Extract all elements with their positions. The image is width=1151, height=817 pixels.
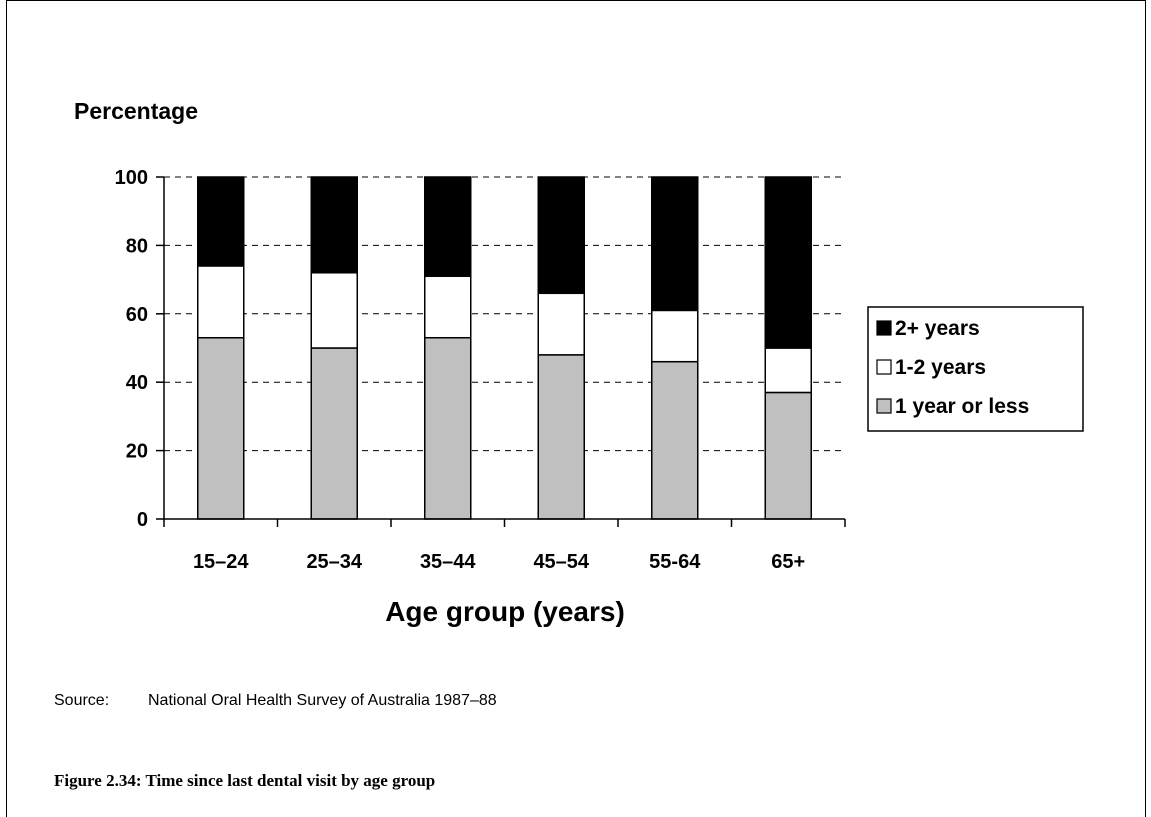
bar-segment	[310, 176, 358, 274]
y-axis-title: Percentage	[74, 98, 198, 124]
y-tick-label: 0	[137, 509, 148, 531]
bar-segment	[651, 176, 699, 312]
source-text: National Oral Health Survey of Australia…	[148, 692, 497, 709]
bar-segment	[651, 360, 699, 520]
bar-segment	[197, 265, 245, 339]
x-tick-label: 25–34	[306, 551, 362, 573]
bar-segment	[764, 347, 812, 394]
legend-box	[867, 306, 1084, 432]
figure-frame	[6, 0, 1146, 817]
y-tick-label: 40	[126, 372, 148, 394]
x-tick-label: 35–44	[420, 551, 476, 573]
legend-label: 2+ years	[895, 317, 980, 340]
figure-caption: Figure 2.34: Time since last dental visi…	[54, 771, 436, 790]
bar-segment	[310, 347, 358, 520]
bar-segment	[764, 391, 812, 520]
y-tick-label: 80	[126, 235, 148, 257]
bar-segment	[424, 275, 472, 339]
source-label: Source:	[54, 692, 110, 709]
y-tick-label: 20	[126, 441, 148, 463]
x-axis-title: Age group (years)	[385, 596, 625, 627]
bar-segment	[197, 176, 245, 267]
source-note: Source: National Oral Health Survey of Au…	[54, 692, 497, 710]
bar-segment	[424, 336, 472, 520]
x-tick-label: 15–24	[193, 551, 249, 573]
legend: 2+ years 1-2 years 1 year or less	[867, 306, 1084, 432]
y-tick-label: 60	[126, 304, 148, 326]
legend-label: 1-2 years	[895, 356, 986, 379]
x-tick-label: 55-64	[649, 551, 701, 573]
bar-segment	[310, 272, 358, 349]
bar-segment	[651, 309, 699, 363]
bar-segment	[537, 354, 585, 520]
bar-segment	[537, 176, 585, 295]
y-tick-label: 100	[115, 167, 148, 189]
legend-label: 1 year or less	[895, 395, 1029, 418]
legend-swatch	[876, 398, 892, 414]
legend-swatch	[876, 320, 892, 336]
bar-segment	[197, 336, 245, 520]
bar-segment	[424, 176, 472, 277]
bar-segment	[764, 176, 812, 349]
legend-swatch	[876, 359, 892, 375]
bar-segment	[537, 292, 585, 356]
x-tick-label: 45–54	[533, 551, 589, 573]
x-tick-label: 65+	[771, 551, 805, 573]
